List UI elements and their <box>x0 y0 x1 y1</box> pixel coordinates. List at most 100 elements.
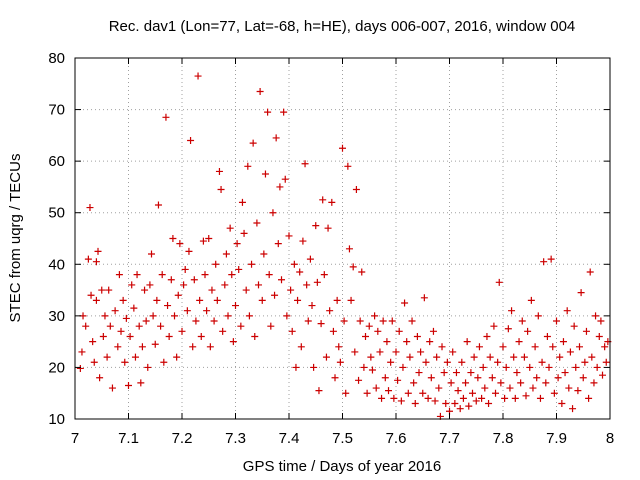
data-point <box>385 387 393 395</box>
data-point <box>333 296 341 304</box>
data-point <box>538 358 546 366</box>
data-point <box>76 364 84 372</box>
data-point <box>355 376 363 384</box>
data-point <box>349 263 357 271</box>
data-point <box>208 286 216 294</box>
data-point <box>465 402 473 410</box>
data-point <box>108 384 116 392</box>
data-point <box>381 374 389 382</box>
data-point <box>125 381 132 389</box>
data-point <box>458 358 466 366</box>
data-point <box>133 271 141 279</box>
data-point <box>586 268 594 276</box>
data-point <box>189 343 197 351</box>
data-point <box>296 268 304 276</box>
data-points <box>76 72 612 420</box>
data-point <box>467 369 475 377</box>
x-tick-label: 7.6 <box>386 430 407 447</box>
data-point <box>356 317 364 325</box>
data-point <box>265 271 273 279</box>
data-point <box>283 312 291 320</box>
data-point <box>228 271 236 279</box>
data-point <box>258 296 266 304</box>
data-point <box>281 175 289 183</box>
data-point <box>518 317 526 325</box>
data-point <box>395 327 403 335</box>
data-point <box>415 369 423 377</box>
data-point <box>301 160 309 168</box>
data-point <box>267 322 275 330</box>
y-tick-label: 70 <box>48 102 65 119</box>
data-point <box>424 394 432 402</box>
data-point <box>397 397 405 405</box>
data-point <box>388 317 396 325</box>
data-point <box>271 291 279 299</box>
data-point <box>472 397 480 405</box>
data-point <box>183 307 191 315</box>
data-point <box>278 276 286 284</box>
data-point <box>317 320 325 328</box>
data-point <box>449 348 457 356</box>
data-point <box>515 338 523 346</box>
grid-lines <box>75 58 610 419</box>
data-point <box>479 363 487 371</box>
data-point <box>524 327 532 335</box>
data-point <box>501 394 509 402</box>
data-point <box>602 358 610 366</box>
data-point <box>451 400 459 408</box>
data-point <box>221 281 229 289</box>
data-point <box>256 88 264 96</box>
data-point <box>508 307 516 315</box>
data-point <box>335 343 343 351</box>
data-point <box>376 348 384 356</box>
data-point <box>483 332 491 340</box>
data-point <box>438 343 446 351</box>
data-point <box>128 281 136 289</box>
data-point <box>459 394 467 402</box>
data-point <box>324 224 332 232</box>
y-tick-label: 30 <box>48 308 65 325</box>
x-tick-label: 7.4 <box>279 430 300 447</box>
data-point <box>556 353 564 361</box>
data-point <box>90 358 98 366</box>
data-point <box>303 281 311 289</box>
y-axis-label: STEC from uqrg / TECUs <box>7 154 24 323</box>
axis-ticks: 7 7.1 7.2 7.3 7.4 7.5 7.6 7.7 7.8 7.9 8 10 20 30 40 50 6… <box>48 50 614 447</box>
data-point <box>553 317 560 325</box>
data-point <box>352 186 360 194</box>
data-point <box>558 400 566 408</box>
data-point <box>371 312 379 320</box>
data-point <box>408 317 416 325</box>
data-point <box>213 296 221 304</box>
data-point <box>153 296 161 304</box>
data-point <box>215 167 223 175</box>
data-point <box>563 307 571 315</box>
data-point <box>192 317 200 325</box>
data-point <box>237 322 245 330</box>
data-point <box>238 198 246 206</box>
data-point <box>122 314 130 322</box>
data-point <box>470 353 478 361</box>
data-point <box>331 374 339 382</box>
data-point <box>326 307 334 315</box>
data-point <box>474 374 482 382</box>
data-point <box>342 389 350 397</box>
y-tick-label: 50 <box>48 205 65 222</box>
data-point <box>92 258 100 266</box>
data-point <box>313 278 321 286</box>
data-point <box>201 271 209 279</box>
data-point <box>253 219 261 227</box>
data-point <box>540 258 548 266</box>
data-point <box>148 250 156 258</box>
data-point <box>180 281 188 289</box>
data-point <box>315 387 323 395</box>
data-point <box>322 353 330 361</box>
data-point <box>593 363 601 371</box>
data-point <box>167 276 175 284</box>
data-point <box>340 317 348 325</box>
data-point <box>592 312 600 320</box>
data-point <box>103 353 111 361</box>
data-point <box>399 363 407 371</box>
data-point <box>217 186 225 194</box>
data-point <box>588 353 596 361</box>
